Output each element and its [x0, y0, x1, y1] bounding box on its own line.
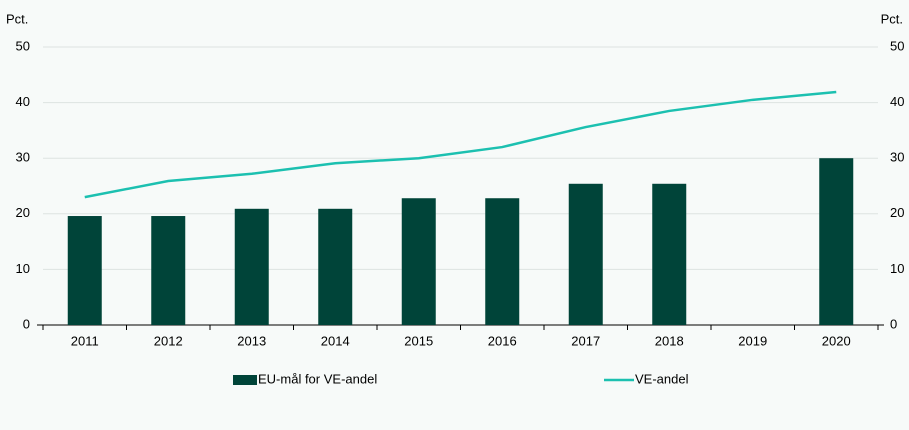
- y2-tick-label: 40: [890, 94, 904, 109]
- bar: [568, 183, 603, 325]
- y2-axis-label: Pct.: [881, 11, 903, 26]
- y-tick-label: 40: [16, 94, 30, 109]
- y-tick-label: 10: [16, 261, 30, 276]
- x-tick-label: 2015: [404, 333, 433, 348]
- x-tick-label: 2013: [237, 333, 266, 348]
- bar: [234, 208, 269, 325]
- bar: [151, 216, 186, 325]
- y-tick-label: 30: [16, 150, 30, 165]
- bar: [67, 216, 102, 325]
- x-tick-label: 2018: [655, 333, 684, 348]
- y2-tick-label: 20: [890, 205, 904, 220]
- y-tick-label: 50: [16, 38, 30, 53]
- bar: [318, 208, 353, 325]
- y-tick-label: 0: [23, 316, 30, 331]
- legend-label: VE-andel: [635, 371, 689, 386]
- bar: [652, 183, 687, 325]
- x-tick-label: 2011: [71, 333, 99, 348]
- bar: [401, 198, 436, 325]
- x-tick-label: 2019: [738, 333, 767, 348]
- y2-tick-label: 10: [890, 261, 904, 276]
- x-tick-label: 2020: [822, 333, 851, 348]
- bar: [485, 198, 520, 325]
- y2-tick-label: 50: [890, 38, 904, 53]
- x-tick-label: 2014: [321, 333, 350, 348]
- line: [84, 90, 837, 199]
- y2-tick-label: 30: [890, 150, 904, 165]
- bar: [819, 158, 854, 325]
- y-tick-label: 20: [16, 205, 30, 220]
- y-axis-label: Pct.: [6, 11, 28, 26]
- legend-label: EU-mål for VE-andel: [258, 371, 377, 386]
- x-tick-label: 2012: [154, 333, 183, 348]
- x-tick-label: 2016: [488, 333, 517, 348]
- x-tick-label: 2017: [571, 333, 600, 348]
- y2-tick-label: 0: [890, 316, 897, 331]
- legend-swatch: [233, 375, 257, 385]
